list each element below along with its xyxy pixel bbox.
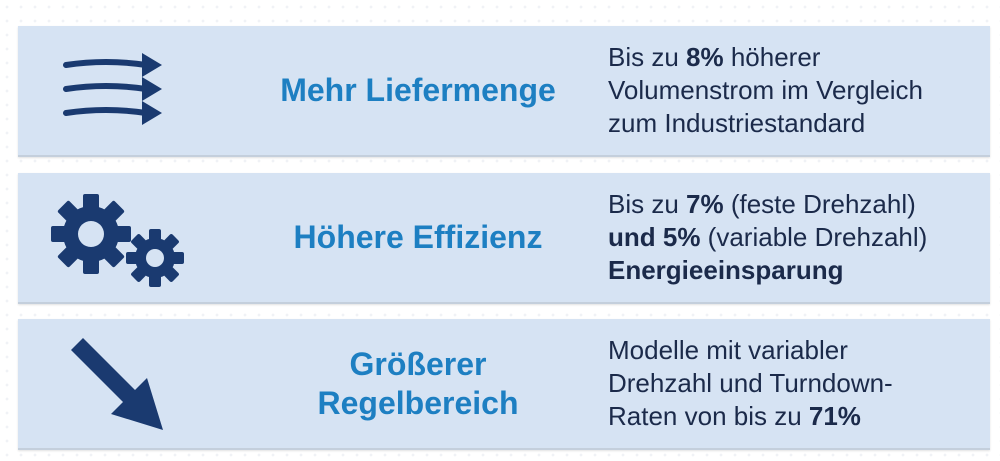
benefit-description: Bis zu 7% (feste Drehzahl) und 5% (varia… xyxy=(608,189,928,285)
benefit-title: Höhere Effizienz xyxy=(293,219,543,255)
benefit-panel-efficiency: Höhere Effizienz Bis zu 7% (feste Drehza… xyxy=(18,173,990,304)
diagonal-arrow-icon xyxy=(18,319,218,448)
benefit-panel-control-range: Größerer Regelbereich Modelle mit variab… xyxy=(18,319,990,450)
benefit-description: Bis zu 8% höherer Volumenstrom im Vergle… xyxy=(608,42,924,138)
gears-icon xyxy=(18,173,218,302)
flow-arrows-icon xyxy=(18,26,218,155)
benefit-description: Modelle mit variabler Drehzahl und Turnd… xyxy=(608,335,893,431)
benefit-panel-delivery: Mehr Liefermenge Bis zu 8% höherer Volum… xyxy=(18,26,990,157)
benefit-title: Mehr Liefermenge xyxy=(280,72,556,108)
benefit-title: Größerer Regelbereich xyxy=(317,345,519,421)
